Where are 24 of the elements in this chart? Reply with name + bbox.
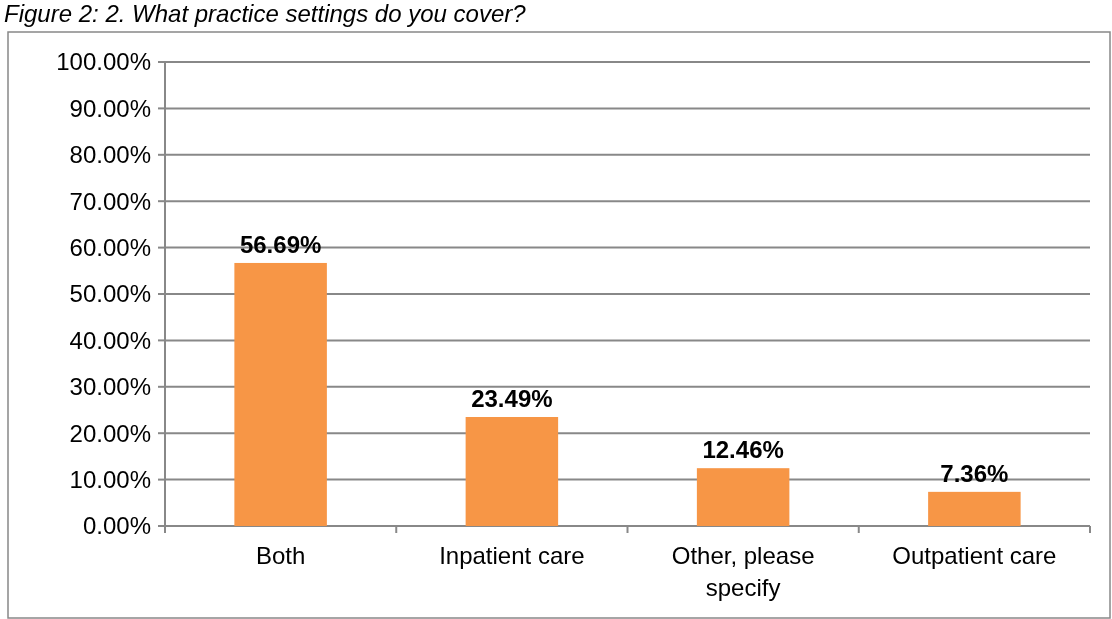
bar (234, 262, 327, 526)
data-label: 23.49% (471, 385, 553, 413)
data-label: 12.46% (702, 436, 784, 464)
y-tick-label: 40.00% (69, 326, 151, 354)
y-tick-label: 0.00% (82, 512, 151, 540)
bar (928, 491, 1021, 526)
y-tick-label: 90.00% (69, 94, 151, 122)
y-tick-label: 30.00% (69, 373, 151, 401)
y-tick-label: 80.00% (69, 141, 151, 169)
x-tick-label: Inpatient care (439, 542, 585, 569)
x-tick-label: Both (255, 542, 306, 569)
y-tick-label: 100.00% (56, 48, 151, 76)
data-label: 7.36% (940, 459, 1009, 487)
x-tick-label: Other, please specify (671, 542, 815, 601)
y-tick-label: 70.00% (69, 187, 151, 215)
y-tick-label: 60.00% (69, 234, 151, 261)
y-tick-label: 20.00% (69, 419, 151, 447)
y-tick-label: 50.00% (69, 280, 151, 308)
y-tick-label: 10.00% (69, 466, 151, 493)
bar (465, 417, 559, 526)
bar (696, 468, 790, 526)
x-tick-label: Outpatient care (892, 542, 1057, 569)
chart-title: Figure 2: 2. What practice settings do you cover? (4, 0, 527, 27)
data-label: 56.69% (239, 230, 322, 258)
